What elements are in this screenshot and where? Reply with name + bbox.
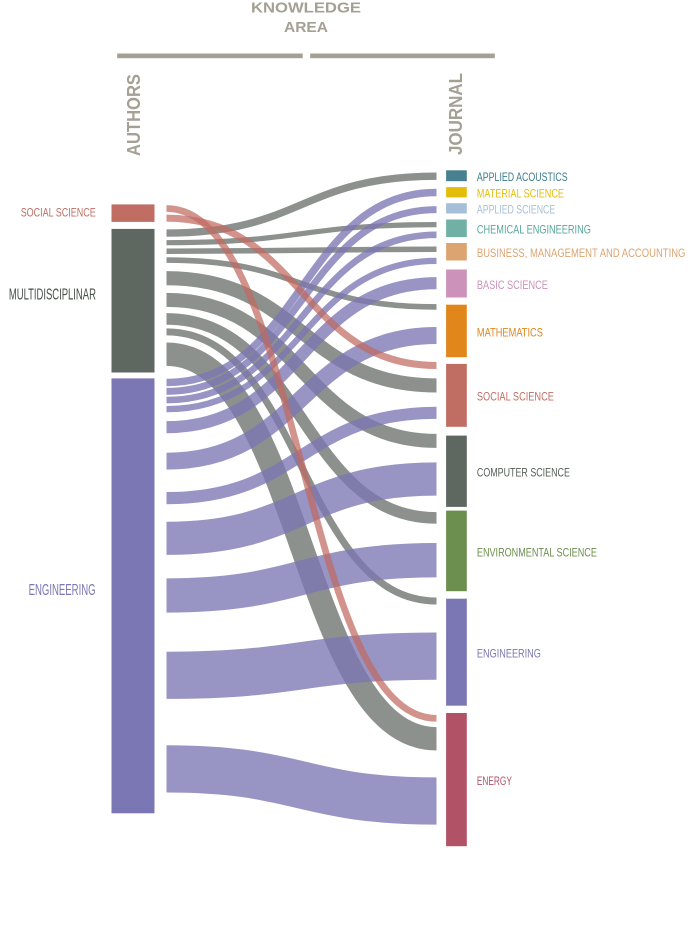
svg-text:MATERIAL SCIENCE: MATERIAL SCIENCE bbox=[477, 187, 564, 201]
svg-text:BASIC SCIENCE: BASIC SCIENCE bbox=[477, 278, 548, 292]
svg-text:MULTIDISCIPLINAR: MULTIDISCIPLINAR bbox=[9, 286, 96, 303]
svg-text:SOCIAL SCIENCE: SOCIAL SCIENCE bbox=[21, 206, 96, 220]
svg-text:SOCIAL SCIENCE: SOCIAL SCIENCE bbox=[477, 390, 554, 404]
svg-text:CHEMICAL ENGINEERING: CHEMICAL ENGINEERING bbox=[477, 223, 591, 237]
svg-text:ENGINEERING: ENGINEERING bbox=[29, 582, 96, 599]
svg-text:ENGINEERING: ENGINEERING bbox=[477, 647, 541, 661]
svg-text:APPLIED ACOUSTICS: APPLIED ACOUSTICS bbox=[477, 170, 568, 184]
svg-text:AUTHORS: AUTHORS bbox=[124, 74, 144, 156]
svg-text:MATHEMATICS: MATHEMATICS bbox=[477, 325, 543, 339]
svg-text:APPLIED SCIENCE: APPLIED SCIENCE bbox=[477, 203, 555, 217]
svg-text:COMPUTER SCIENCE: COMPUTER SCIENCE bbox=[477, 466, 570, 480]
svg-text:AREA: AREA bbox=[284, 19, 328, 36]
svg-text:KNOWLEDGE: KNOWLEDGE bbox=[251, 0, 361, 16]
svg-text:ENVIRONMENTAL SCIENCE: ENVIRONMENTAL SCIENCE bbox=[477, 545, 597, 559]
svg-text:JOURNAL: JOURNAL bbox=[446, 73, 466, 155]
svg-text:BUSINESS, MANAGEMENT AND ACCOU: BUSINESS, MANAGEMENT AND ACCOUNTING bbox=[477, 246, 686, 260]
svg-text:ENERGY: ENERGY bbox=[477, 774, 512, 788]
